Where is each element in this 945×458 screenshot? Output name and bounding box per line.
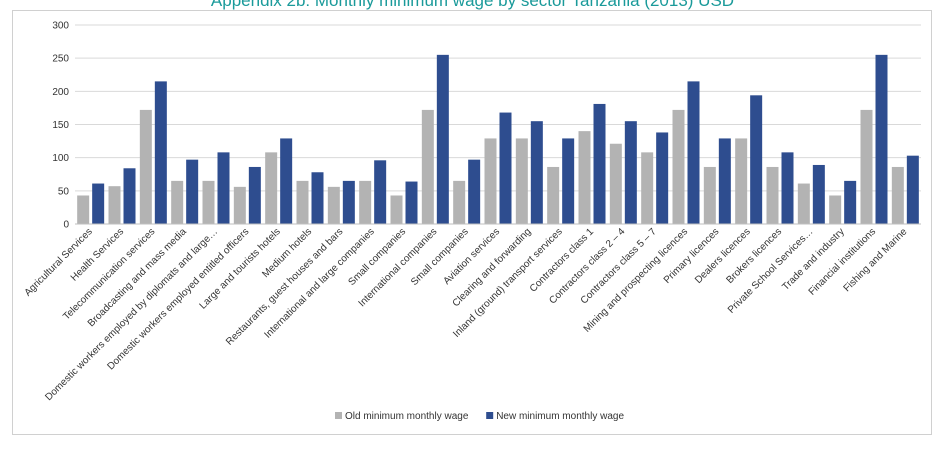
bar-old-wage [484, 138, 497, 224]
bar-old-wage [641, 152, 654, 224]
bar-old-wage [359, 180, 372, 224]
x-category-label: Brokers licences [724, 226, 784, 286]
bar-new-wage [562, 138, 575, 224]
y-tick-label: 50 [58, 186, 70, 197]
bar-old-wage [233, 186, 246, 224]
bar-old-wage [609, 143, 622, 224]
bar-old-wage [515, 138, 528, 224]
y-tick-label: 0 [63, 220, 69, 231]
legend-swatch [335, 412, 342, 419]
bar-new-wage [311, 172, 324, 224]
bar-new-wage [844, 180, 857, 224]
bar-new-wage [593, 103, 606, 224]
x-category-label: Dealers licences [693, 226, 753, 286]
y-tick-label: 150 [52, 120, 69, 131]
y-tick-label: 250 [52, 54, 69, 65]
bar-old-wage [797, 183, 810, 224]
bar-new-wage [217, 152, 230, 224]
bar-new-wage [656, 132, 669, 224]
x-category-label: Small companies [409, 226, 471, 288]
x-category-label: Restaurants, guest houses and bars [224, 226, 345, 347]
bar-new-wage [781, 152, 794, 224]
chart-title: Appendix 2b: Monthly minimum wage by sec… [210, 0, 735, 10]
bar-new-wage [123, 168, 136, 224]
bar-new-wage [405, 181, 418, 224]
bar-old-wage [327, 186, 340, 224]
bar-old-wage [829, 195, 842, 224]
chart-area: 0 50 100 150 200 250 300 Agricultural Services… [12, 10, 932, 435]
y-tick-label: 200 [52, 87, 69, 98]
bar-new-wage [624, 121, 637, 224]
bar-new-wage [875, 54, 888, 224]
y-tick-label: 100 [52, 153, 69, 164]
bar-old-wage [139, 109, 152, 224]
x-category-label: Primary licences [662, 226, 722, 286]
bar-old-wage [390, 195, 403, 224]
legend-entry: Old minimum monthly wage [345, 411, 469, 422]
bar-old-wage [453, 180, 466, 224]
bar-old-wage [891, 166, 904, 224]
x-category-label: Aviation services [441, 226, 502, 287]
bar-old-wage [77, 195, 90, 224]
bar-new-wage [374, 160, 387, 224]
bar-new-wage [530, 121, 543, 224]
x-category-label: Small companies [346, 226, 408, 288]
bar-old-wage [265, 152, 278, 224]
bar-old-wage [735, 138, 748, 224]
bar-new-wage [280, 138, 293, 224]
legend-entry: New minimum monthly wage [496, 411, 624, 422]
legend-swatch [486, 412, 494, 419]
bar-old-wage [547, 166, 560, 224]
bar-old-wage [108, 186, 121, 224]
bar-new-wage [812, 164, 825, 224]
bar-new-wage [436, 54, 449, 224]
bar-old-wage [171, 180, 184, 224]
bar-old-wage [860, 109, 873, 224]
bar-old-wage [578, 131, 591, 224]
bar-new-wage [687, 81, 700, 224]
bar-new-wage [468, 159, 481, 224]
bar-old-wage [672, 109, 685, 224]
bar-old-wage [202, 180, 215, 224]
bar-new-wage [248, 166, 261, 224]
y-tick-label: 300 [52, 21, 69, 32]
bar-new-wage [342, 180, 355, 224]
bar-new-wage [186, 159, 199, 224]
bar-old-wage [766, 166, 779, 224]
bar-old-wage [296, 180, 309, 224]
bar-new-wage [499, 112, 512, 224]
bar-new-wage [750, 95, 763, 225]
bar-new-wage [718, 138, 731, 224]
bar-old-wage [703, 166, 716, 224]
bar-new-wage [154, 81, 167, 224]
bar-new-wage [906, 155, 919, 224]
bar-old-wage [421, 109, 434, 224]
bar-new-wage [92, 183, 105, 224]
